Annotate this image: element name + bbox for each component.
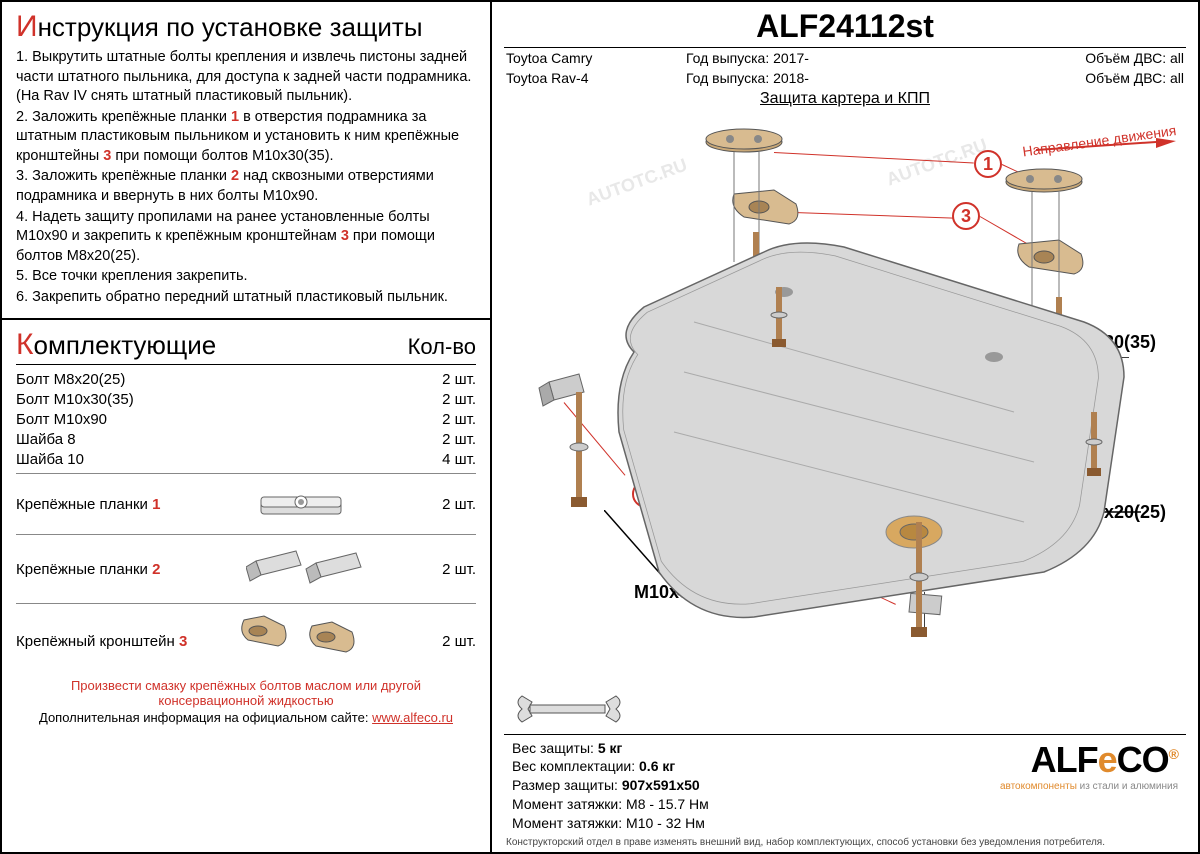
part-name: Шайба 8 [16,431,76,448]
parts-header: Комплектующие Кол-во [16,328,476,365]
vehicle-specs: Toytoa Camry Год выпуска: 2017- Объём ДВ… [492,48,1198,88]
part-icon [196,484,416,524]
specs-list: Вес защиты: 5 кгВес комплектации: 0.6 кг… [512,739,938,833]
part-name: Крепёжные планки 1 [16,496,196,513]
instruction-step: 4. Надеть защиту пропилами на ранее уста… [16,208,476,267]
title-capital: И [16,10,38,43]
page: Инструкция по установке защиты 1. Выкрут… [0,0,1200,854]
site-link[interactable]: www.alfeco.ru [372,710,453,725]
part-icon [196,545,416,593]
product-subtitle: Защита картера и КПП [492,90,1198,108]
engine: Объём ДВС: all [906,50,1184,66]
spec-line: Момент затяжки: М10 - 32 Нм [512,814,938,833]
parts-box: Комплектующие Кол-во Болт М8х20(25) 2 шт.… [2,320,490,852]
part-qty: 2 шт. [442,391,476,408]
info-prefix: Дополнительная информация на официальном… [39,710,368,725]
part-qty: 2 шт. [442,411,476,428]
instruction-step: 5. Все точки крепления закрепить. [16,267,476,287]
part-qty: 2 шт. [416,561,476,578]
title-rest: омплектующие [33,330,216,360]
parts-row-illustrated: Крепёжные планки 1 2 шт. [16,478,476,530]
right-column: ALF24112st Toytoa Camry Год выпуска: 201… [492,2,1198,852]
part-name: Крепёжный кронштейн 3 [16,633,196,650]
qty-header: Кол-во [408,334,476,360]
parts-simple-list: Болт М8х20(25)2 шт.Болт М10х30(35)2 шт.Б… [16,369,476,469]
title-rest: нструкция по установке защиты [38,12,423,42]
spec-line: Вес защиты: 5 кг [512,739,938,758]
parts-row: Болт М8х20(25) 2 шт. [16,369,476,389]
year: Год выпуска: 2018- [686,70,906,86]
parts-title: Комплектующие [16,328,216,362]
specs-box: Вес защиты: 5 кгВес комплектации: 0.6 кг… [504,734,1186,835]
instruction-step: 3. Заложить крепёжные планки 2 над сквоз… [16,167,476,206]
spec-line: Размер защиты: 907х591х50 [512,776,938,795]
part-qty: 2 шт. [416,633,476,650]
separator [16,534,476,535]
engine: Объём ДВС: all [906,70,1184,86]
logo-co: CO [1117,739,1169,780]
instructions-title: Инструкция по установке защиты [16,10,476,44]
part-name: Крепёжные планки 2 [16,561,196,578]
logo-tagline: автокомпоненты из стали и алюминия [938,781,1178,792]
instruction-step: 2. Заложить крепёжные планки 1 в отверст… [16,108,476,167]
part-name: Болт М10х30(35) [16,391,134,408]
separator [16,473,476,474]
part-name: Болт М10х90 [16,411,107,428]
part-name: Болт М8х20(25) [16,371,125,388]
model: Toytoa Rav-4 [506,70,686,86]
logo-e: e [1098,739,1117,780]
spec-line: Вес комплектации: 0.6 кг [512,757,938,776]
wrench-icon [514,694,624,724]
parts-row: Болт М10х30(35) 2 шт. [16,389,476,409]
grease-note: Произвести смазку крепёжных болтов масло… [26,678,466,708]
part-icon [196,614,416,668]
instruction-step: 1. Выкрутить штатные болты крепления и и… [16,48,476,107]
spec-line: Момент затяжки: М8 - 15.7 Нм [512,795,938,814]
instruction-step: 6. Закрепить обратно передний штатный пл… [16,288,476,308]
year: Год выпуска: 2017- [686,50,906,66]
tagline-a: автокомпоненты [1000,781,1077,792]
skid-plate-illustration [504,112,1184,642]
tagline-b: из стали и алюминия [1077,781,1178,792]
part-qty: 2 шт. [442,431,476,448]
model: Toytoa Camry [506,50,686,66]
parts-row: Шайба 8 2 шт. [16,429,476,449]
logo-block: ALFeCO® автокомпоненты из стали и алюмин… [938,739,1178,833]
logo: ALFeCO® [938,739,1178,781]
part-qty: 2 шт. [416,496,476,513]
vehicle-spec-row: Toytoa Camry Год выпуска: 2017- Объём ДВ… [492,48,1198,68]
parts-row: Шайба 10 4 шт. [16,449,476,469]
instructions-box: Инструкция по установке защиты 1. Выкрут… [2,2,490,320]
logo-reg: ® [1169,746,1178,762]
part-qty: 4 шт. [442,451,476,468]
instructions-list: 1. Выкрутить штатные болты крепления и и… [16,48,476,307]
parts-row-illustrated: Крепёжные планки 2 2 шт. [16,539,476,599]
product-code: ALF24112st [504,2,1186,48]
diagram-area: AUTOTC.RU AUTOTC.RU AUTOTC.RU AUTOTC.RU … [504,112,1186,734]
left-footer: Произвести смазку крепёжных болтов масло… [16,674,476,733]
title-capital: К [16,328,33,361]
vehicle-spec-row: Toytoa Rav-4 Год выпуска: 2018- Объём ДВ… [492,68,1198,88]
parts-row-illustrated: Крепёжный кронштейн 3 2 шт. [16,608,476,674]
part-name: Шайба 10 [16,451,84,468]
right-footer-note: Конструкторский отдел в праве изменять в… [492,837,1198,852]
part-qty: 2 шт. [442,371,476,388]
parts-row: Болт М10х90 2 шт. [16,409,476,429]
site-info: Дополнительная информация на официальном… [26,710,466,725]
separator [16,603,476,604]
parts-illustrated-list: Крепёжные планки 1 2 шт.Крепёжные планки… [16,478,476,674]
logo-alf: ALF [1031,739,1098,780]
left-column: Инструкция по установке защиты 1. Выкрут… [2,2,492,852]
